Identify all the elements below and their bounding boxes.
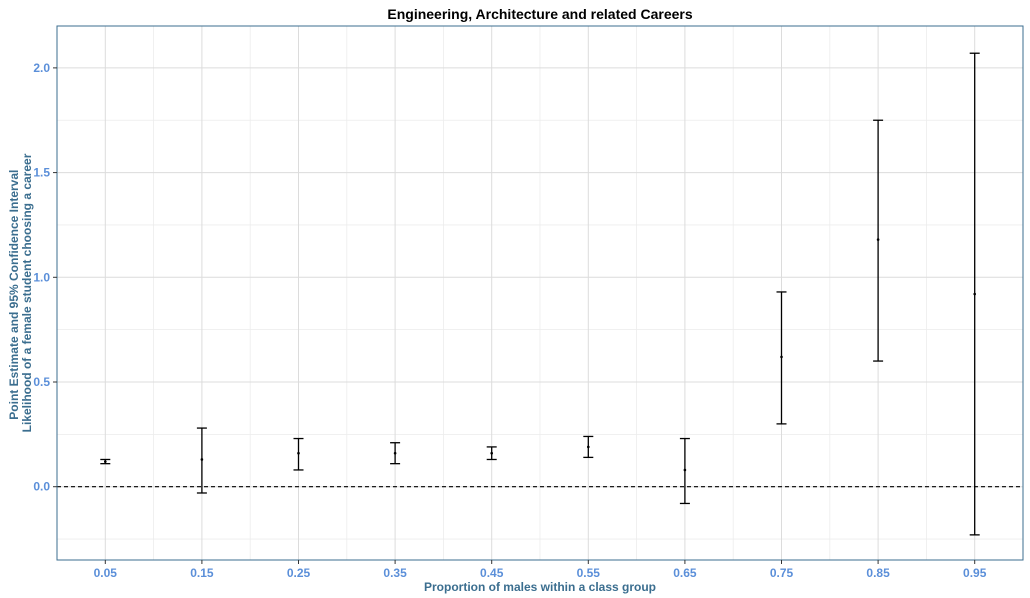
x-tick-label: 0.65 xyxy=(673,566,697,580)
y-axis-title-line-2: Likelihood of a female student choosing … xyxy=(20,153,34,432)
y-tick-label: 0.5 xyxy=(33,375,50,389)
point-estimate xyxy=(104,460,107,463)
x-tick-label: 0.75 xyxy=(770,566,794,580)
x-tick-label: 0.05 xyxy=(94,566,118,580)
errorbar-group xyxy=(679,437,690,505)
errorbar-group xyxy=(873,119,884,362)
x-axis-ticks: 0.05 0.15 0.25 0.35 0.45 0.55 0.65 0.75 0.85 0.95 xyxy=(94,560,987,580)
x-tick-label: 0.55 xyxy=(577,566,601,580)
y-tick-label: 2.0 xyxy=(33,61,50,75)
x-axis-title: Proportion of males within a class group xyxy=(424,580,656,594)
errorbars xyxy=(100,52,980,536)
y-tick-label: 1.5 xyxy=(33,166,50,180)
y-axis-title: Point Estimate and 95% Confidence Interv… xyxy=(7,153,34,432)
y-axis-title-line-1: Point Estimate and 95% Confidence Interv… xyxy=(7,170,21,420)
chart-title: Engineering, Architecture and related Ca… xyxy=(387,6,692,22)
errorbar-group xyxy=(100,458,111,465)
point-estimate xyxy=(297,451,300,455)
point-estimate xyxy=(683,468,687,472)
errorbar-group xyxy=(776,291,787,425)
x-tick-label: 0.95 xyxy=(963,566,987,580)
x-tick-label: 0.45 xyxy=(480,566,504,580)
point-estimate xyxy=(490,451,494,455)
x-tick-label: 0.15 xyxy=(190,566,214,580)
point-estimate xyxy=(973,292,976,296)
x-tick-label: 0.35 xyxy=(383,566,407,580)
point-estimate xyxy=(780,355,783,359)
errorbar-group xyxy=(196,427,207,494)
errorbar-group xyxy=(293,437,304,471)
x-tick-label: 0.25 xyxy=(287,566,311,580)
errorbar-group xyxy=(969,52,980,536)
x-tick-label: 0.85 xyxy=(866,566,890,580)
errorbar-group xyxy=(583,435,594,459)
point-estimate xyxy=(587,445,590,449)
errorbar-group xyxy=(486,446,497,461)
point-estimate xyxy=(200,458,204,461)
y-axis-ticks: 0.0 0.5 1.0 1.5 2.0 xyxy=(33,61,57,494)
point-estimate xyxy=(393,451,397,455)
point-estimate xyxy=(876,238,880,241)
errorbar-group xyxy=(390,442,401,465)
y-tick-label: 0.0 xyxy=(33,480,50,494)
panel-border xyxy=(56,25,1024,561)
y-tick-label: 1.0 xyxy=(33,270,50,284)
